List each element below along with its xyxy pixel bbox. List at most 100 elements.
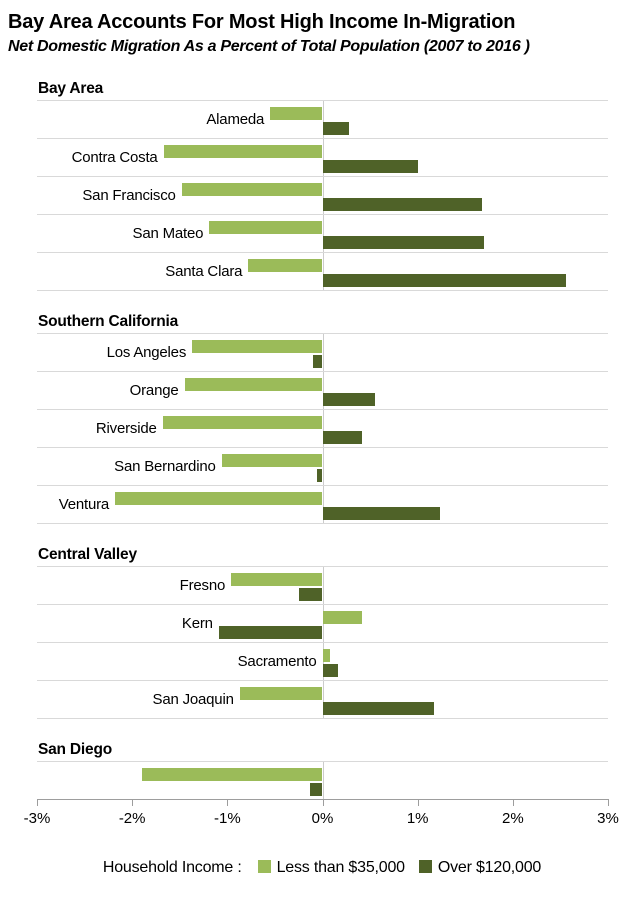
zero-axis-line — [322, 762, 324, 799]
bar-less-than-35k — [322, 611, 363, 624]
bar-less-than-35k — [181, 183, 323, 196]
bar-over-120k — [316, 469, 323, 482]
legend: Household Income : Less than $35,000 Over … — [0, 859, 644, 877]
county-label: San Bernardino — [114, 458, 216, 475]
bar-over-120k — [310, 783, 323, 796]
axis-tick-label: 3% — [597, 810, 619, 827]
bar-over-120k — [322, 431, 362, 444]
chart-subtitle: Net Domestic Migration As a Percent of T… — [8, 38, 530, 55]
chart-row — [37, 762, 608, 799]
bar-less-than-35k — [248, 259, 323, 272]
chart-row: Ventura — [37, 486, 608, 524]
county-label: Sacramento — [237, 653, 317, 670]
chart-section: San Diego — [0, 741, 644, 799]
county-label: Orange — [129, 382, 179, 399]
chart-row: Los Angeles — [37, 334, 608, 372]
county-label: San Joaquin — [152, 691, 234, 708]
axis-tick-label: -1% — [213, 810, 241, 827]
bar-less-than-35k — [270, 107, 323, 120]
county-label: Riverside — [95, 420, 157, 437]
chart-row: San Joaquin — [37, 681, 608, 719]
chart-row: Sacramento — [37, 643, 608, 681]
chart-row: Santa Clara — [37, 253, 608, 291]
bar-over-120k — [322, 236, 485, 249]
bar-over-120k — [322, 274, 567, 287]
axis-tick-label: -2% — [118, 810, 146, 827]
legend-swatch-over-120k-icon — [418, 860, 432, 873]
bar-over-120k — [322, 393, 375, 406]
axis-tick — [37, 799, 38, 806]
section-header: Southern California — [38, 313, 179, 330]
section-header: Bay Area — [38, 80, 104, 97]
bar-over-120k — [298, 588, 323, 601]
bar-over-120k — [322, 198, 483, 211]
x-axis: -3% -2% -1% 0% 1% 2% 3% — [24, 799, 619, 833]
bar-less-than-35k — [209, 221, 323, 234]
chart-section: Central Valley Fresno Kern Sacramento San Jo… — [0, 546, 644, 719]
section-header: Central Valley — [38, 546, 137, 563]
bar-over-120k — [218, 626, 323, 639]
legend-swatch-less-than-35k-icon — [257, 860, 271, 873]
axis-tick-label: 0% — [311, 810, 334, 827]
county-label: Contra Costa — [71, 149, 158, 166]
section-header: San Diego — [38, 741, 112, 758]
county-label: Los Angeles — [106, 344, 187, 361]
county-label: Kern — [181, 615, 213, 632]
bar-less-than-35k — [231, 573, 323, 586]
chart-section: Southern California Los Angeles Orange Rive… — [0, 313, 644, 524]
county-label: San Mateo — [132, 225, 204, 242]
bar-less-than-35k — [221, 454, 323, 467]
chart-title: Bay Area Accounts For Most High Income I… — [8, 11, 516, 33]
section-rows: Fresno Kern Sacramento San Joaquin — [37, 566, 608, 719]
bar-over-120k — [322, 702, 434, 715]
axis-tick-label: 1% — [406, 810, 429, 827]
county-label: Santa Clara — [165, 263, 243, 280]
bar-less-than-35k — [192, 340, 323, 353]
chart-plot-area: Bay Area Alameda Contra Costa San Francisco… — [0, 80, 644, 799]
legend-label-less-than-35k: Less than $35,000 — [276, 859, 405, 876]
county-label: Alameda — [206, 111, 265, 128]
bar-less-than-35k — [239, 687, 323, 700]
chart-section: Bay Area Alameda Contra Costa San Francisco… — [0, 80, 644, 291]
bar-less-than-35k — [141, 768, 323, 781]
axis-tick — [227, 799, 229, 806]
county-label: Fresno — [179, 577, 226, 594]
bar-over-120k — [322, 160, 418, 173]
legend-title: Household Income : — [102, 859, 242, 876]
chart-row: Fresno — [37, 567, 608, 605]
bar-over-120k — [322, 664, 338, 677]
axis-tick-label: -3% — [23, 810, 51, 827]
axis-tick-label: 2% — [501, 810, 524, 827]
axis-tick — [512, 799, 514, 806]
bar-less-than-35k — [162, 416, 323, 429]
chart-row: Riverside — [37, 410, 608, 448]
section-rows: Alameda Contra Costa San Francisco San Mate… — [37, 100, 608, 291]
axis-tick — [417, 799, 419, 806]
bar-over-120k — [312, 355, 323, 368]
chart-row: San Bernardino — [37, 448, 608, 486]
bar-over-120k — [322, 122, 350, 135]
chart-row: San Mateo — [37, 215, 608, 253]
zero-axis-line — [322, 334, 324, 524]
legend-label-over-120k: Over $120,000 — [437, 859, 542, 876]
chart-row: San Francisco — [37, 177, 608, 215]
chart-row: Orange — [37, 372, 608, 410]
chart-row: Contra Costa — [37, 139, 608, 177]
bar-less-than-35k — [115, 492, 323, 505]
county-label: Ventura — [58, 496, 110, 513]
axis-tick — [322, 799, 324, 806]
section-rows — [37, 761, 608, 799]
section-rows: Los Angeles Orange Riverside San Bernardino… — [37, 333, 608, 524]
bar-less-than-35k — [322, 649, 331, 662]
axis-tick — [132, 799, 134, 806]
bar-less-than-35k — [163, 145, 323, 158]
chart-row: Alameda — [37, 101, 608, 139]
axis-tick — [608, 799, 609, 806]
zero-axis-line — [322, 101, 324, 291]
county-label: San Francisco — [82, 187, 176, 204]
chart-row: Kern — [37, 605, 608, 643]
bar-less-than-35k — [184, 378, 323, 391]
zero-axis-line — [322, 567, 324, 719]
bar-over-120k — [322, 507, 440, 520]
